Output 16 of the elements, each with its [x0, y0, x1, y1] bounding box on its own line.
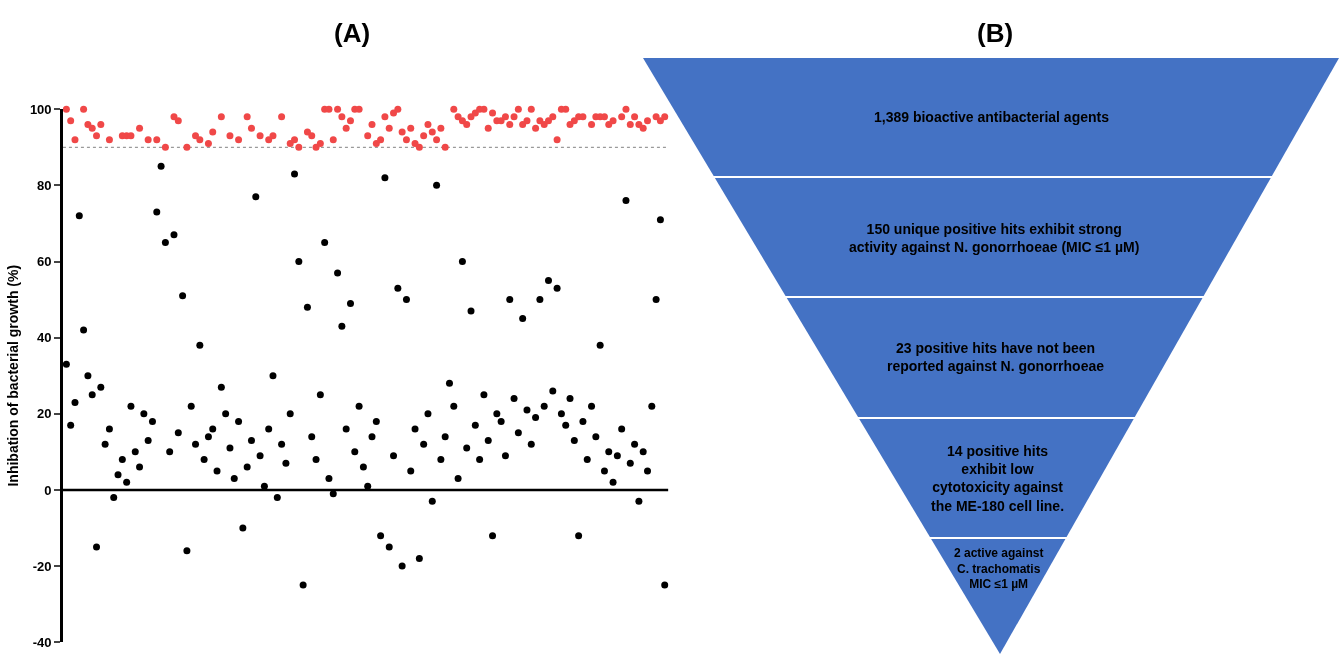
text: (B): [977, 18, 1014, 48]
category-label: 1,389 bioactive antibacterial agents: [874, 109, 1110, 125]
y-tick-label: 80: [37, 177, 52, 193]
y-tick-label: 0: [44, 482, 52, 498]
category-label: 150 unique positive hits exhibit strong activity against N. gonorrhoeae (MIC ≤1 µM): [849, 221, 1140, 256]
y-tick-label: 20: [37, 406, 52, 422]
chart-title: (A): [334, 18, 371, 48]
category-label: 23 positive hits have not been reported against N. gonorrhoeae: [887, 340, 1105, 375]
y-tick-label: 40: [37, 330, 52, 346]
category-label: 14 positive hits exhibit low cytotoxicity against the ME-180 cell line.: [931, 443, 1065, 514]
y-tick-label: -40: [32, 634, 52, 650]
y-tick-label: -20: [32, 558, 52, 574]
category-label: 2 active against C. trachomatis MIC ≤1 µM: [954, 546, 1044, 592]
y-tick-label: 60: [37, 254, 52, 270]
y-tick-label: 100: [29, 101, 52, 117]
y-axis-title: Inhibation of bacterial growth (%): [5, 264, 22, 487]
